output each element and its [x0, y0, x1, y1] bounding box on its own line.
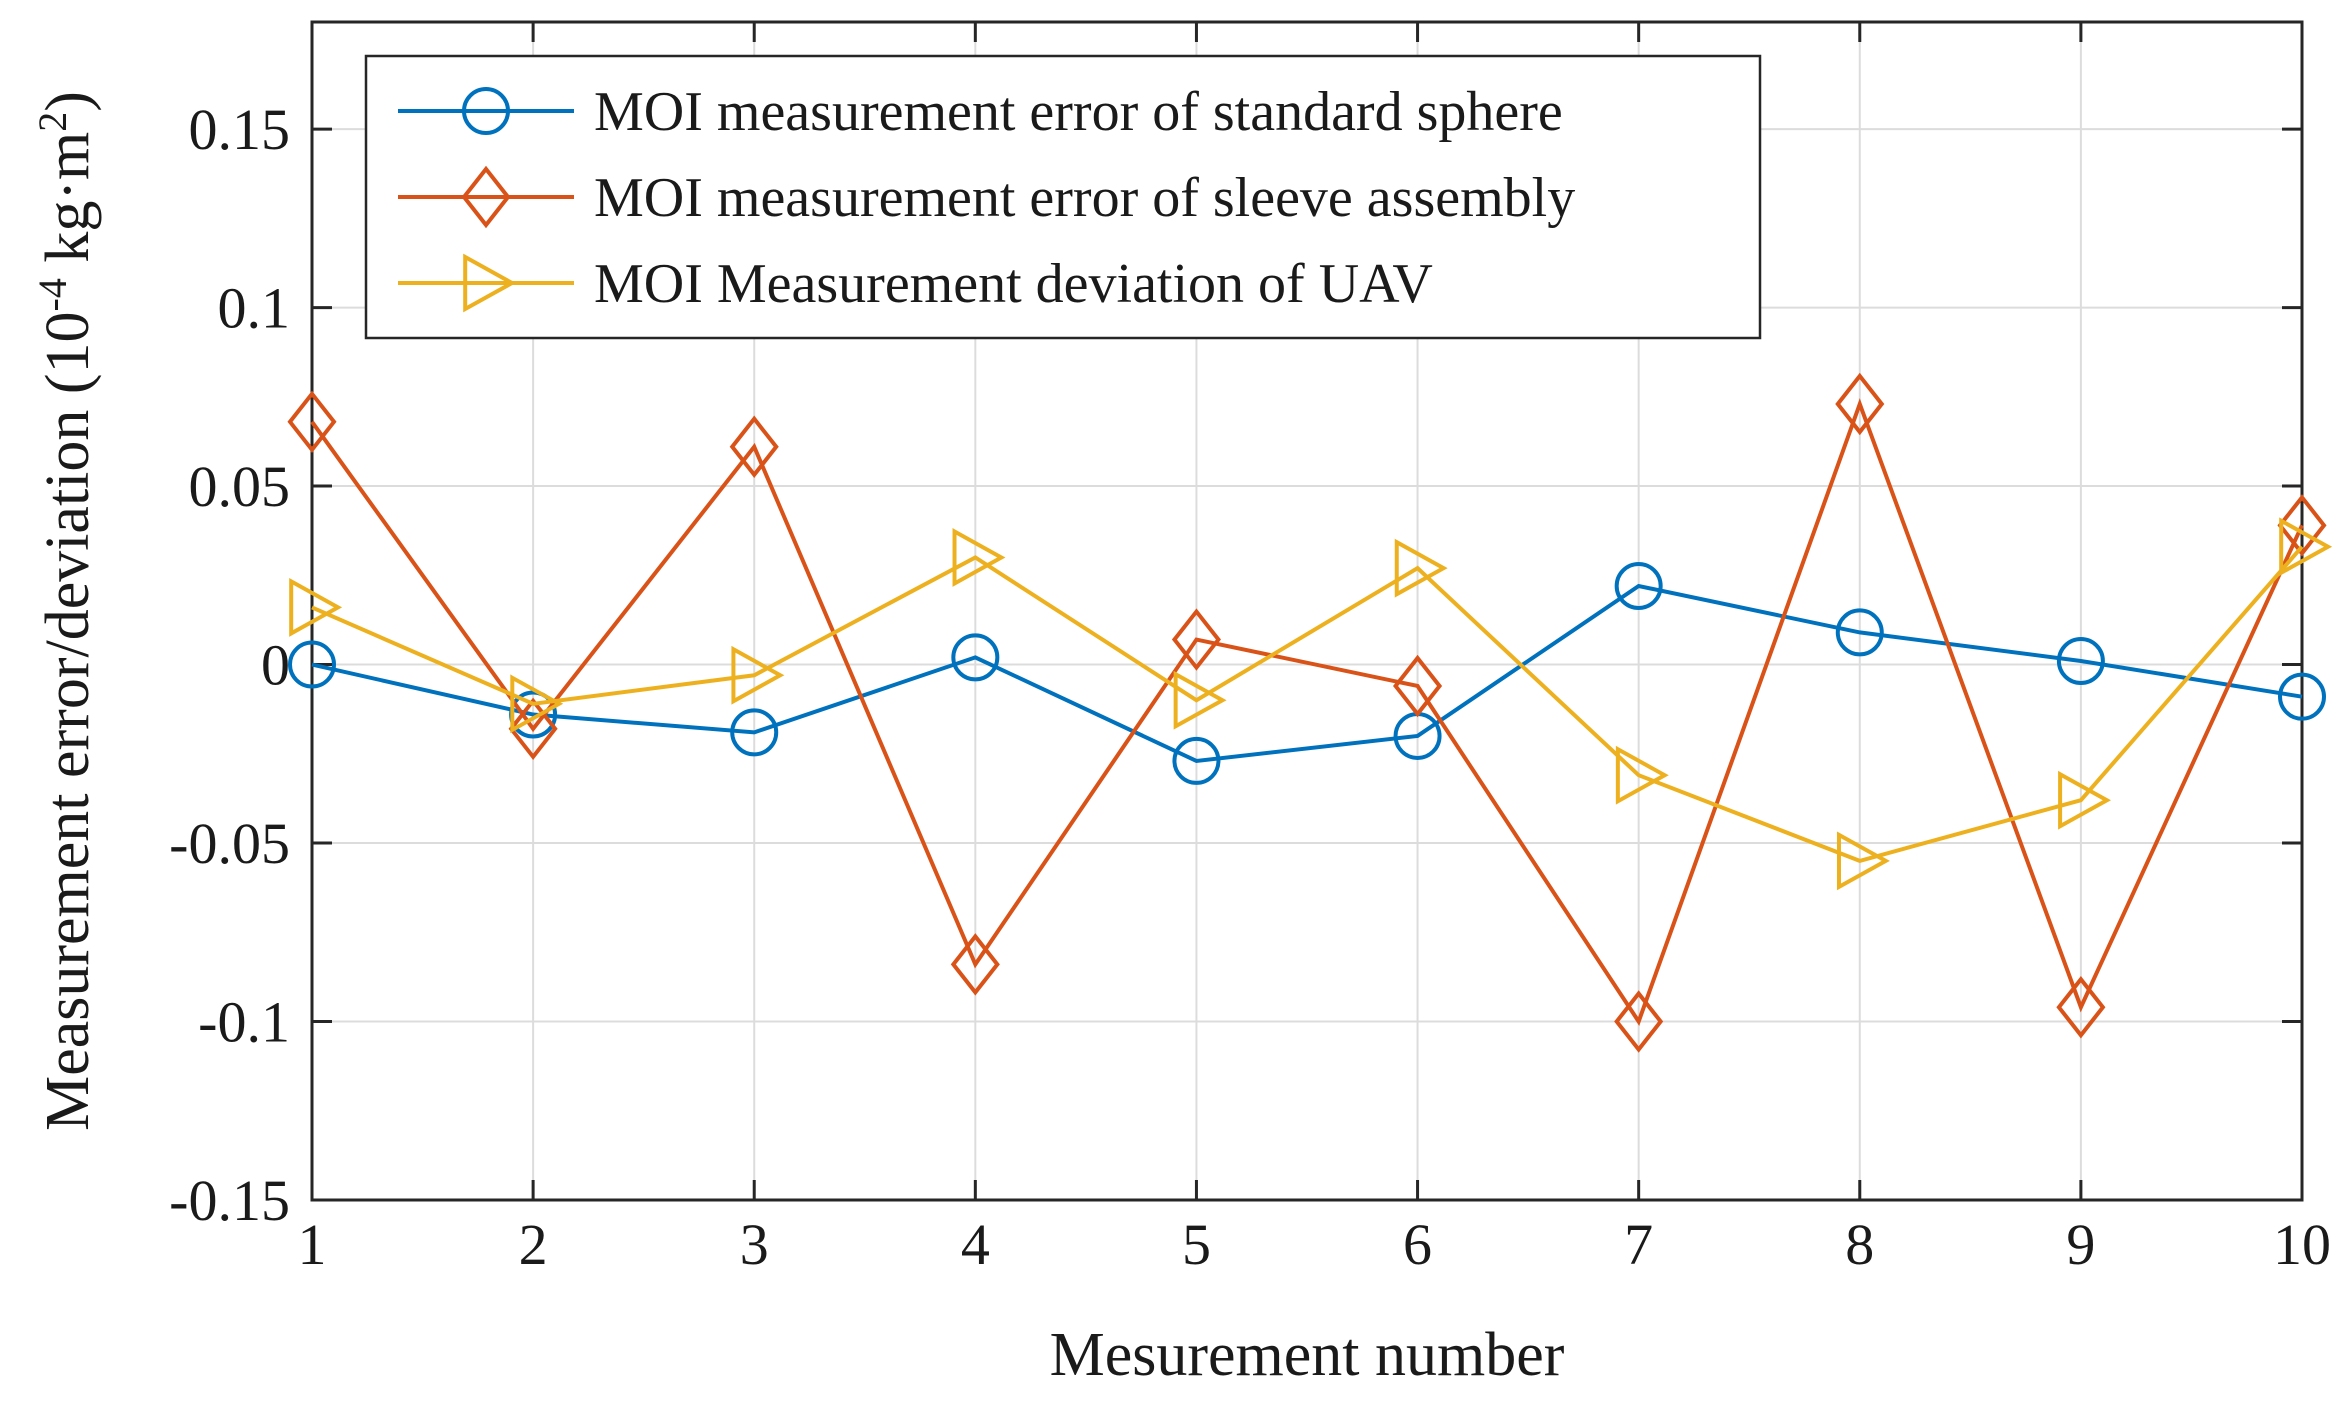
y-tick-label: 0.15	[189, 97, 291, 162]
legend-entry-3: MOI Measurement deviation of UAV	[398, 253, 1433, 315]
data-point-marker	[508, 697, 558, 761]
y-tick-label: 0	[261, 633, 290, 698]
data-point-marker	[950, 933, 1000, 996]
plot-area-frame	[310, 20, 2304, 1202]
x-tick-label: 1	[298, 1212, 327, 1277]
data-point-marker	[2278, 672, 2326, 721]
legend-marker	[462, 87, 510, 135]
series-line	[311, 545, 2304, 863]
legend-marker	[463, 253, 517, 313]
data-point-marker	[1614, 562, 1663, 611]
data-point-marker	[2279, 517, 2333, 577]
legend-label: MOI Measurement deviation of UAV	[594, 253, 1433, 315]
series-line	[310, 398, 2304, 1026]
y-axis-title-exponent: -4	[30, 278, 75, 311]
series-1	[288, 562, 2326, 785]
legend: MOI measurement error of standard sphere…	[364, 54, 1762, 340]
legend-entry-1: MOI measurement error of standard sphere	[398, 81, 1563, 143]
data-point-marker	[1394, 538, 1448, 598]
legend-marker	[461, 165, 511, 229]
x-tick-label: 3	[740, 1212, 769, 1277]
series-line	[311, 583, 2303, 763]
legend-entry-2: MOI measurement error of sleeve assembly	[398, 165, 1575, 229]
data-point-marker	[1173, 670, 1227, 730]
data-point-marker	[952, 528, 1006, 587]
data-point-marker	[731, 645, 785, 705]
legend-label: MOI measurement error of standard sphere	[594, 81, 1563, 143]
data-point-marker	[951, 633, 1000, 682]
y-axis-title: Measurement error/deviation (10-4 kg·m2)	[30, 91, 103, 1131]
data-point-marker	[2277, 494, 2327, 557]
data-point-marker	[1172, 736, 1221, 785]
x-tick-label: 4	[961, 1212, 990, 1277]
y-tick-label: 0.1	[218, 276, 291, 341]
x-tick-label: 7	[1624, 1212, 1653, 1277]
data-point-marker	[729, 415, 779, 479]
data-point-marker	[287, 390, 337, 454]
data-point-marker	[730, 708, 779, 757]
data-point-marker	[1836, 831, 1890, 891]
data-point-marker	[1835, 608, 1884, 657]
data-point-marker	[2056, 636, 2105, 685]
y-tick-label: 0.05	[189, 454, 291, 519]
x-tick-label: 2	[519, 1212, 548, 1277]
x-axis-title: Mesurement number	[1050, 1321, 1565, 1389]
legend-label: MOI measurement error of sleeve assembly	[594, 167, 1575, 229]
series-3	[289, 517, 2333, 891]
series-2	[287, 372, 2327, 1053]
x-tick-label: 6	[1403, 1212, 1432, 1277]
data-point-marker	[1615, 745, 1669, 805]
data-point-marker	[289, 578, 343, 637]
data-point-marker	[2056, 975, 2106, 1039]
x-tick-label: 5	[1182, 1212, 1211, 1277]
data-point-marker	[288, 640, 336, 689]
series	[287, 372, 2333, 1053]
y-tick-label: -0.15	[169, 1168, 290, 1233]
data-point-marker	[510, 674, 564, 734]
y-axis-title-unit-exponent: 2	[30, 112, 75, 132]
axis-ticks: 1 2 3 4 5 6 7 8 9 10 -0.15 -0.1 -0.05 0 0.05 0.1 0.15	[169, 22, 2331, 1277]
data-point-marker	[1393, 654, 1443, 718]
y-axis-title-unit: kg·m	[34, 132, 102, 278]
x-tick-label: 8	[1845, 1212, 1874, 1277]
data-point-marker	[2058, 770, 2112, 830]
legend-box	[364, 54, 1762, 340]
data-point-marker	[1614, 990, 1664, 1053]
y-axis-title-close: )	[34, 91, 102, 112]
data-point-marker	[1171, 608, 1221, 671]
y-axis-title-main: Measurement error/deviation (10	[34, 311, 102, 1130]
data-point-marker	[1835, 372, 1885, 436]
x-tick-label: 9	[2066, 1212, 2095, 1277]
y-tick-label: -0.05	[169, 811, 290, 876]
x-tick-label: 10	[2273, 1212, 2331, 1277]
y-tick-label: -0.1	[198, 990, 290, 1055]
